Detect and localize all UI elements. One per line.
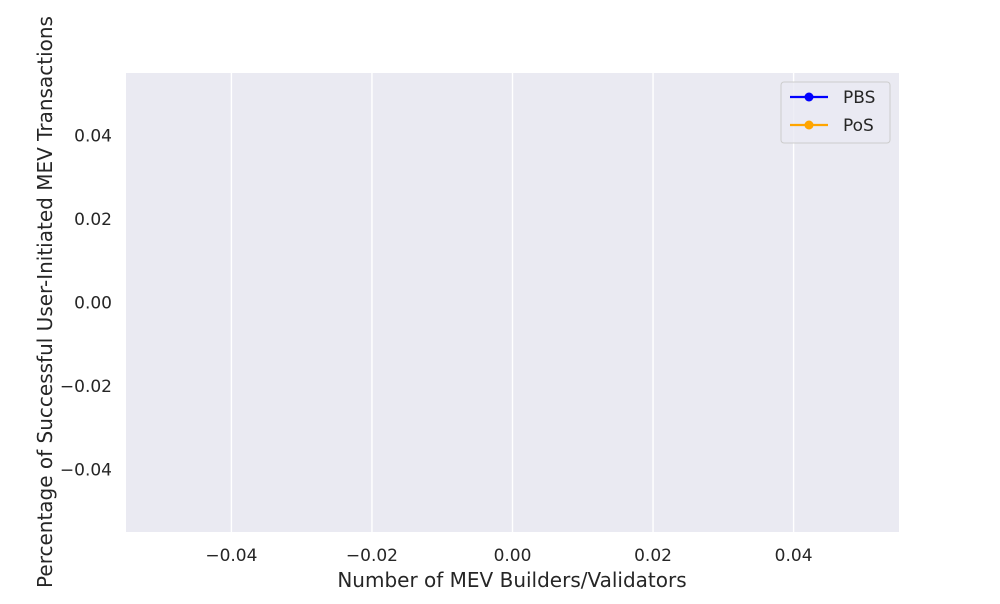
grid-lines [230,73,795,532]
x-tick-label: 0.00 [494,546,532,566]
x-tick-label: 0.02 [634,546,672,566]
legend: PBS PoS [780,81,891,144]
legend-label-pbs: PBS [843,88,875,108]
legend-marker-pos [804,120,814,130]
y-tick-label: 0.00 [74,294,112,314]
x-tick-label: −0.02 [346,546,398,566]
x-tick-label: 0.04 [775,546,813,566]
x-axis-label: Number of MEV Builders/Validators [337,568,686,592]
y-axis-ticks: 0.04 0.02 0.00 −0.02 −0.04 [60,127,112,481]
y-tick-label: 0.02 [74,210,112,230]
y-tick-label: 0.04 [74,127,112,147]
y-tick-label: −0.04 [60,460,112,480]
x-tick-label: −0.04 [205,546,257,566]
legend-marker-pbs [804,92,814,102]
x-axis-ticks: −0.04 −0.02 0.00 0.02 0.04 [205,546,812,566]
y-axis-label: Percentage of Successful User-Initiated … [33,16,57,588]
legend-label-pos: PoS [843,116,874,136]
y-tick-label: −0.02 [60,377,112,397]
